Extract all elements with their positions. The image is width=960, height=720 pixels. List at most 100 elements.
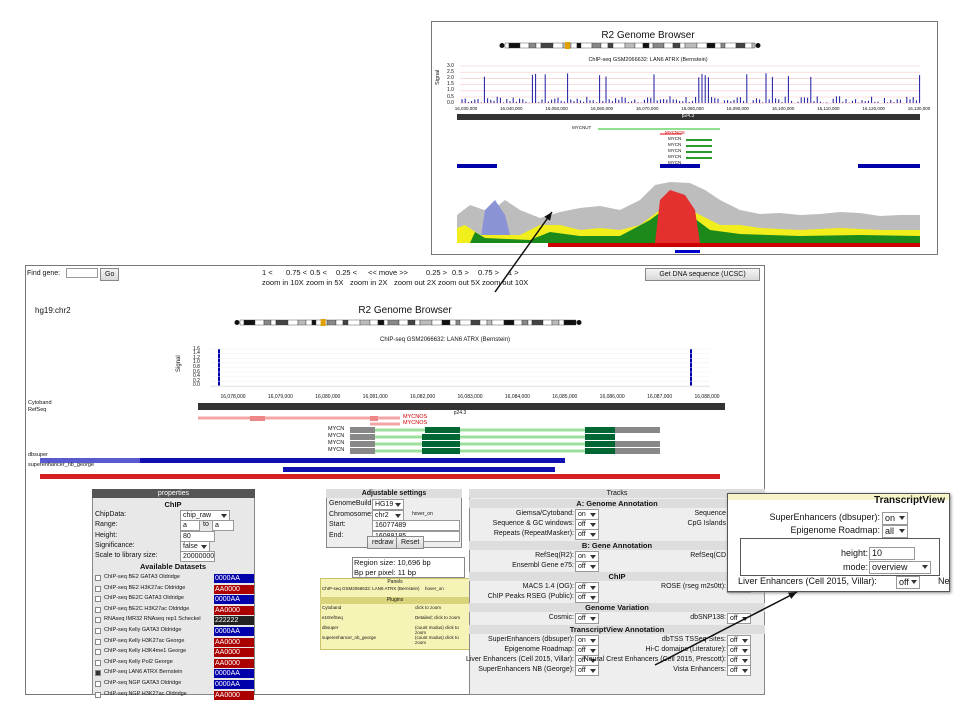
select[interactable]: on xyxy=(882,512,908,525)
select[interactable]: off xyxy=(896,576,920,589)
button[interactable]: redraw xyxy=(367,536,399,549)
color-swatch[interactable]: 0000AA xyxy=(214,574,254,583)
red-bar xyxy=(548,243,920,247)
nav-link[interactable]: 0.25 < xyxy=(336,268,358,277)
checkbox[interactable] xyxy=(95,606,101,613)
nav-link[interactable]: 0.25 > xyxy=(426,268,448,277)
select[interactable]: off xyxy=(727,613,751,625)
input[interactable]: 20000000 xyxy=(180,551,215,563)
dataset-name: ChIP-seq BE2C H3K27ac Oldridge xyxy=(104,605,190,612)
plugin-note: (count modus) click to zoom xyxy=(415,625,459,635)
gene-label: MYCN xyxy=(328,447,345,453)
button[interactable]: Reset xyxy=(396,536,425,549)
zoom-link[interactable]: zoom in 5X xyxy=(306,278,344,287)
track-option: Ensembl Gene e75: xyxy=(512,561,574,569)
ideogram-band xyxy=(540,42,554,49)
color-swatch[interactable]: 222222 xyxy=(214,616,254,626)
panel-header: Tracks xyxy=(469,489,765,498)
select[interactable]: off xyxy=(575,592,599,604)
track-option: dbSNP138: xyxy=(690,614,726,622)
checkbox[interactable] xyxy=(95,659,101,666)
blue-bar xyxy=(675,250,700,253)
track-label: Cytoband xyxy=(28,400,52,406)
go-button[interactable]: Go xyxy=(100,268,120,281)
gene-label: MYCNOS xyxy=(403,414,428,420)
checkbox[interactable] xyxy=(95,617,101,624)
nav-link[interactable]: << move >> xyxy=(368,268,409,277)
checkbox[interactable] xyxy=(95,575,101,581)
plugin-note: (count modus) click to zoom xyxy=(415,635,459,645)
select[interactable]: off xyxy=(575,529,599,541)
checkbox[interactable] xyxy=(95,585,101,592)
y-tick-label: 1.6 xyxy=(193,345,200,352)
x-tick-label: 16,078,000 xyxy=(220,394,246,400)
ideogram-band xyxy=(744,42,753,49)
checkbox[interactable] xyxy=(95,628,101,634)
band-label: p24.3 xyxy=(453,410,467,416)
nav-link[interactable]: 0.75 > xyxy=(478,268,500,277)
color-swatch[interactable]: AA0000 xyxy=(214,658,254,668)
y-tick-label: 0.0 xyxy=(447,99,454,106)
nav-link[interactable]: 0.5 < xyxy=(310,268,327,277)
track-option: SuperEnhancers (dbsuper): xyxy=(488,635,574,643)
input[interactable]: a xyxy=(212,520,234,532)
color-swatch[interactable]: AA0000 xyxy=(214,648,254,658)
checkbox[interactable] xyxy=(95,670,101,677)
color-swatch[interactable]: AA0000 xyxy=(214,637,254,647)
area-red xyxy=(655,190,700,243)
dataset-name: ChIP-seq BE2C GATA3 Oldridge xyxy=(104,595,184,602)
nav-link[interactable]: 1 > xyxy=(508,268,519,277)
nav-link[interactable]: 1 < xyxy=(262,268,273,277)
blue-region xyxy=(660,164,700,168)
track-option: SuperEnhancers NB (George): xyxy=(478,666,574,674)
plugins-title: Plugins xyxy=(386,597,404,603)
color-swatch[interactable]: AA0000 xyxy=(214,584,254,594)
nav-link[interactable]: 0.5 > xyxy=(452,268,469,277)
zoom-link[interactable]: zoom out 10X xyxy=(482,278,529,287)
zoom-link[interactable]: zoom out 5X xyxy=(438,278,481,287)
input[interactable]: 16077489 xyxy=(372,520,460,531)
zoom-link[interactable]: zoom out 2X xyxy=(394,278,437,287)
checkbox[interactable] xyxy=(95,596,101,603)
ideogram-band xyxy=(696,42,708,49)
color-swatch[interactable]: 0000AA xyxy=(214,680,254,689)
zoom-link[interactable]: zoom in 2X xyxy=(350,278,388,287)
color-swatch[interactable]: AA0000 xyxy=(214,690,254,700)
select[interactable]: HG19 xyxy=(372,499,404,510)
color-swatch[interactable]: AA0000 xyxy=(214,605,254,615)
checkbox[interactable] xyxy=(95,649,101,656)
checkbox[interactable] xyxy=(95,681,101,687)
checkbox[interactable] xyxy=(95,691,101,698)
ideogram-band xyxy=(679,42,686,49)
section-title: B: Gene Annotation xyxy=(581,540,653,550)
plugin-name: dbsuper xyxy=(322,625,339,630)
color-swatch[interactable]: 0000AA xyxy=(214,669,254,679)
select[interactable]: all xyxy=(882,525,908,538)
ideogram-marker xyxy=(320,319,326,326)
ideogram-band xyxy=(684,42,698,49)
select[interactable]: off xyxy=(575,560,599,572)
dbsuper-bar xyxy=(140,458,565,463)
select[interactable]: off xyxy=(575,613,599,625)
select[interactable]: overview xyxy=(869,561,931,574)
dataset-name: ChIP-seq Kelly Pol2 George xyxy=(104,658,173,665)
zoom-link[interactable]: zoom in 10X xyxy=(262,278,304,287)
select[interactable]: chip_raw xyxy=(180,510,230,521)
input[interactable]: 10 xyxy=(869,547,915,560)
color-swatch[interactable]: 0000AA xyxy=(214,595,254,605)
select[interactable]: off xyxy=(727,665,751,677)
x-tick-label: 16,040,000 xyxy=(500,106,523,111)
band-label: p24.3 xyxy=(681,113,695,119)
ideogram-end xyxy=(499,43,505,48)
track-title: ChIP-seq GSM2066632: LAN6 ATRX (Bernstei… xyxy=(588,57,708,63)
select[interactable]: off xyxy=(575,665,599,677)
y-tick-label: 1.0 xyxy=(447,87,454,94)
gene-label: MYCNOS xyxy=(403,420,428,426)
checkbox[interactable] xyxy=(95,638,101,645)
zoom-option: SuperEnhancers (dbsuper): xyxy=(769,512,880,522)
color-swatch[interactable]: 0000AA xyxy=(214,627,254,636)
dna-button[interactable]: Get DNA sequence (UCSC) xyxy=(645,268,760,281)
gene-group xyxy=(686,139,712,159)
select[interactable]: chr2 xyxy=(372,509,404,521)
nav-link[interactable]: 0.75 < xyxy=(286,268,308,277)
